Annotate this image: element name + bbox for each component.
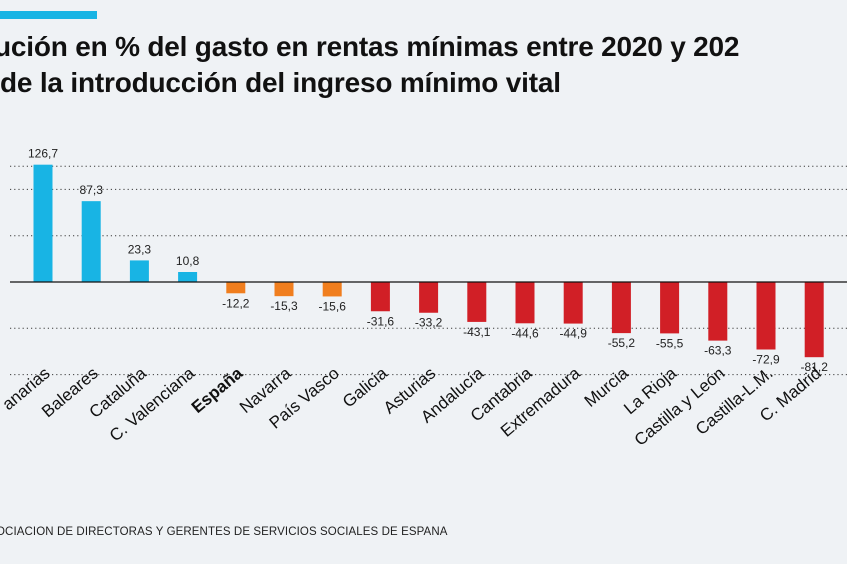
- bar-navarra: [274, 282, 294, 297]
- data-label: -43,1: [463, 325, 491, 339]
- source-note: OCIACIÓN DE DIRECTORAS Y GERENTES DE SER…: [0, 526, 448, 538]
- bar-pa-s-vasco: [322, 282, 342, 297]
- data-label: -44,9: [560, 327, 588, 341]
- chart-title-line-1: ución en % del gasto en rentas mínimas e…: [0, 31, 740, 62]
- bar-galicia: [370, 282, 390, 312]
- data-label: -15,6: [319, 299, 347, 313]
- data-label: -63,3: [704, 344, 732, 358]
- data-label: -44,6: [511, 326, 539, 340]
- data-label: 126,7: [28, 147, 58, 161]
- category-label: C. Valenciana: [106, 363, 199, 445]
- data-label: -81,2: [801, 360, 829, 374]
- bar-anarias: [33, 164, 53, 282]
- bar-catalu-a: [129, 260, 149, 282]
- bar-castilla-y-le-n: [708, 282, 728, 341]
- bar-murcia: [611, 282, 631, 334]
- bar-extremadura: [563, 282, 583, 324]
- bar-c-valenciana: [178, 271, 198, 282]
- bar-la-rioja: [660, 282, 680, 334]
- data-label: -55,2: [608, 336, 636, 350]
- bar-espa-a: [226, 282, 246, 294]
- data-label: -55,5: [656, 336, 684, 350]
- chart-title-line-2: de la introducción del ingreso mínimo vi…: [0, 67, 561, 98]
- data-label: -15,3: [270, 299, 298, 313]
- bar-c-madrid: [804, 282, 824, 358]
- accent-bar: [0, 11, 97, 19]
- source-container: OCIACIÓN DE DIRECTORAS Y GERENTES DE SER…: [0, 526, 448, 538]
- data-label: 23,3: [128, 242, 152, 256]
- data-label: 10,8: [176, 254, 200, 268]
- data-label: 87,3: [80, 183, 104, 197]
- data-label: -12,2: [222, 296, 250, 310]
- bar-cantabria: [515, 282, 535, 324]
- data-label: -31,6: [367, 314, 395, 328]
- bar-baleares: [81, 201, 101, 282]
- bar-asturias: [419, 282, 439, 313]
- bar-castilla-l-m-: [756, 282, 776, 350]
- category-label: España: [188, 363, 247, 417]
- bar-chart: 126,7anarias87,3Baleares23,3Cataluña10,8…: [0, 147, 847, 450]
- bar-andaluc-a: [467, 282, 487, 322]
- data-label: -72,9: [752, 353, 780, 367]
- data-label: -33,2: [415, 316, 443, 330]
